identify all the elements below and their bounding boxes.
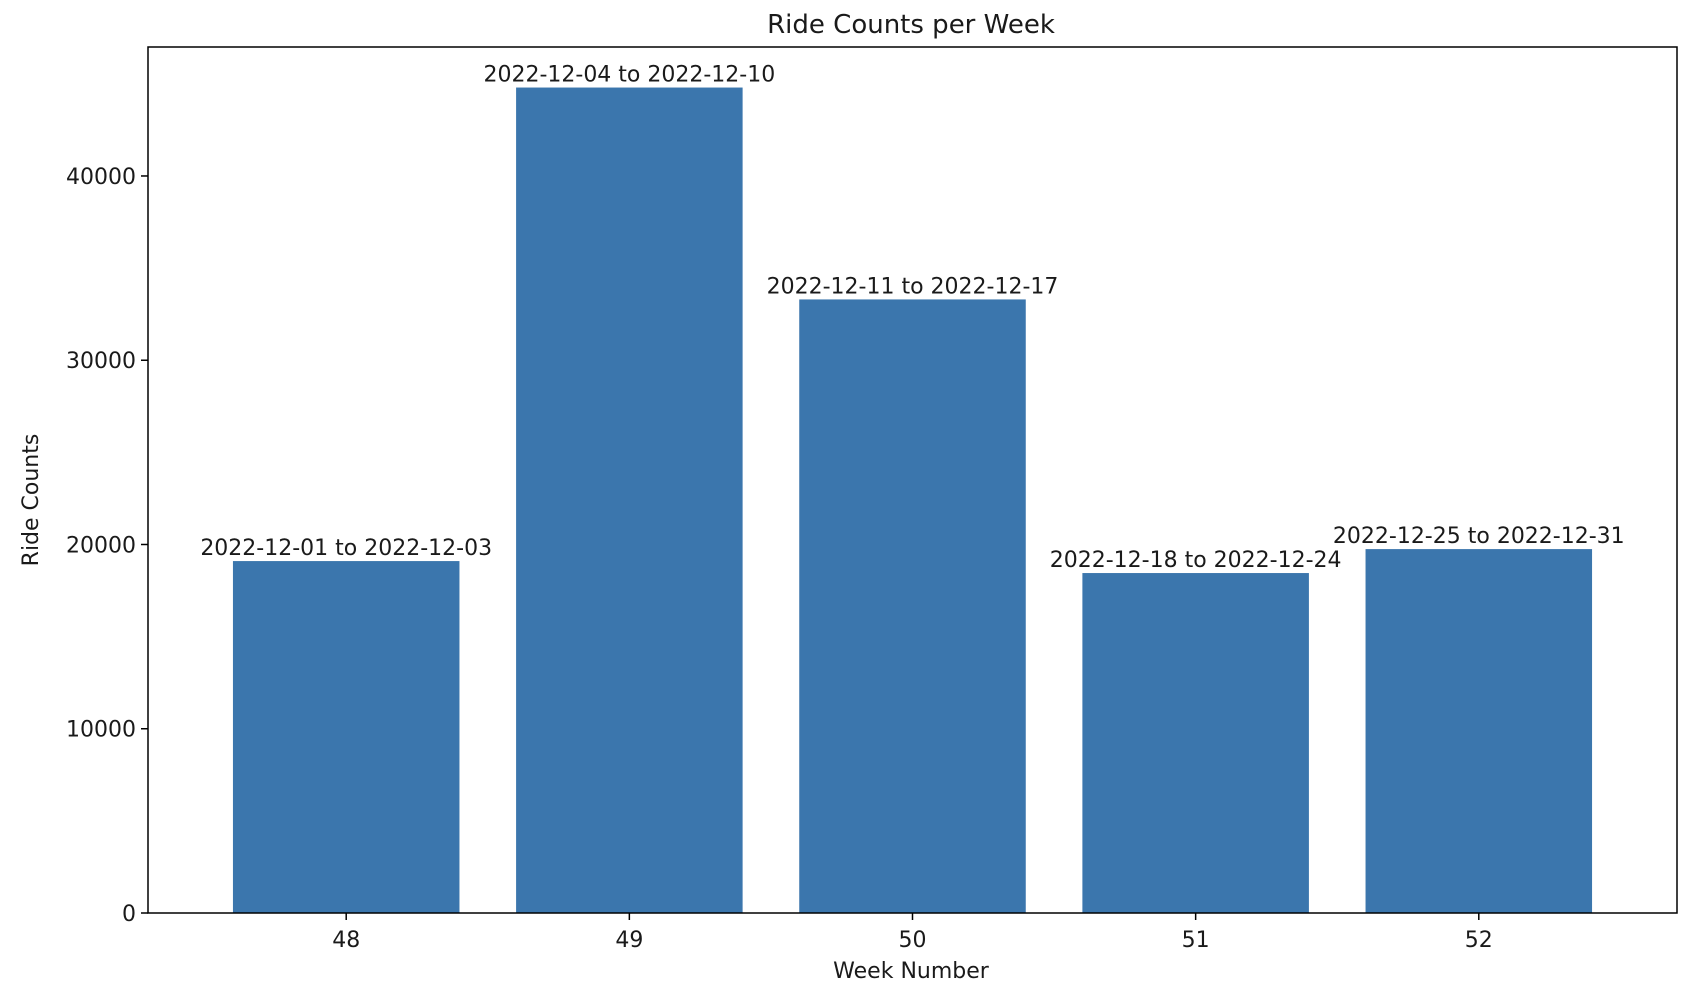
bar-week-51	[1082, 573, 1309, 913]
chart-title: Ride Counts per Week	[767, 10, 1055, 40]
x-tick-label-52: 52	[1465, 928, 1493, 953]
y-axis-label: Ride Counts	[19, 434, 44, 567]
bar-label-week-52: 2022-12-25 to 2022-12-31	[1333, 524, 1625, 549]
bar-week-49	[516, 87, 743, 913]
bar-week-50	[799, 299, 1026, 913]
y-tick-label-10000: 10000	[66, 718, 136, 743]
x-axis-label: Week Number	[833, 959, 990, 984]
y-tick-label-0: 0	[122, 902, 136, 927]
x-tick-label-49: 49	[615, 928, 643, 953]
x-tick-label-48: 48	[332, 928, 360, 953]
bar-label-week-48: 2022-12-01 to 2022-12-03	[200, 536, 492, 561]
bar-week-48	[232, 561, 460, 913]
x-tick-label-50: 50	[899, 928, 927, 953]
y-tick-label-30000: 30000	[66, 349, 136, 374]
plot-area: 2022-12-01 to 2022-12-03 2022-12-04 to 20…	[66, 46, 1678, 953]
bar-week-52	[1365, 549, 1593, 913]
x-tick-label-51: 51	[1182, 928, 1210, 953]
bar-label-week-50: 2022-12-11 to 2022-12-17	[767, 274, 1059, 299]
y-tick-label-20000: 20000	[66, 533, 136, 558]
y-tick-label-40000: 40000	[66, 165, 136, 190]
bar-label-week-51: 2022-12-18 to 2022-12-24	[1050, 548, 1342, 573]
bar-label-week-49: 2022-12-04 to 2022-12-10	[483, 63, 775, 88]
